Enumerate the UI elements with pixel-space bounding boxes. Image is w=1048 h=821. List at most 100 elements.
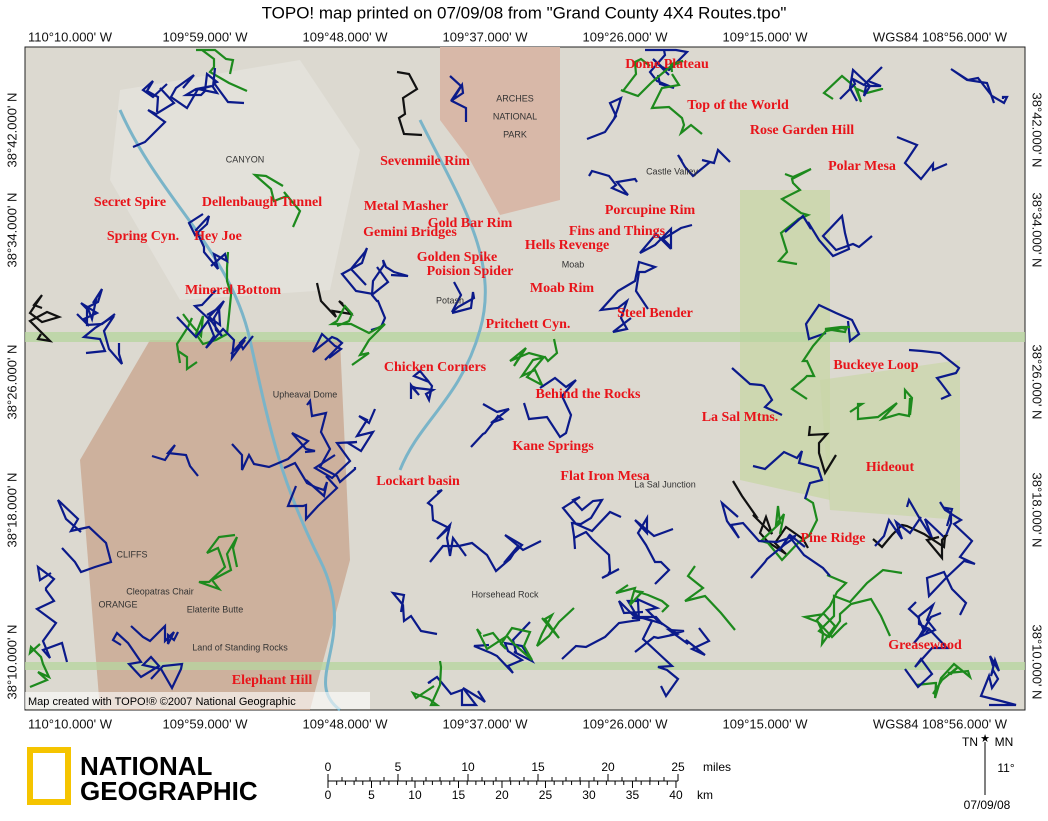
route-line <box>872 523 949 562</box>
route-line <box>409 369 437 404</box>
route-label: Dome Plateau <box>625 57 709 72</box>
route-line <box>286 475 339 522</box>
longitude-label: 110°10.000' W <box>28 716 113 731</box>
route-label: Gold Bar Rim <box>428 216 513 231</box>
route-label: Poision Spider <box>427 264 514 279</box>
route-line <box>684 565 736 631</box>
route-label: Mineral Bottom <box>185 283 281 298</box>
latitude-label: 38°26.000' N <box>4 345 19 420</box>
route-line <box>645 48 690 90</box>
longitude-label: 110°10.000' W <box>28 29 113 44</box>
route-label: Porcupine Rim <box>605 203 696 218</box>
route-label: Metal Masher <box>364 199 448 214</box>
place-label: Cleopatras Chair <box>126 586 194 596</box>
route-line <box>732 480 809 555</box>
scale-label: 20 <box>495 788 509 802</box>
route-line <box>804 303 861 344</box>
route-label: Lockart basin <box>376 474 460 489</box>
route-line <box>476 626 533 661</box>
route-line <box>76 288 116 327</box>
place-label: CLIFFS <box>116 549 147 559</box>
route-line <box>132 87 176 149</box>
route-line <box>396 70 423 137</box>
longitude-label: 109°59.000' W <box>162 716 248 731</box>
route-line <box>176 316 254 363</box>
scale-label: 25 <box>671 760 685 774</box>
route-line <box>28 294 63 343</box>
route-line <box>731 367 783 416</box>
place-label: PARK <box>503 129 527 139</box>
route-line <box>535 607 575 647</box>
latitude-label: 38°18.000' N <box>1030 473 1045 548</box>
longitude-label: 109°48.000' W <box>302 29 388 44</box>
route-line <box>950 68 1009 105</box>
route-line <box>907 601 942 644</box>
route-line <box>390 591 438 636</box>
scale-label: 35 <box>626 788 640 802</box>
river <box>118 109 341 712</box>
route-line <box>251 173 302 228</box>
route-line <box>28 643 52 689</box>
route-line <box>634 597 680 653</box>
route-line <box>598 260 658 334</box>
route-line <box>151 444 199 477</box>
place-label: Potash <box>436 295 464 305</box>
longitude-label: WGS84 108°56.000' W <box>873 716 1008 731</box>
route-line <box>719 499 798 579</box>
route-line <box>182 251 233 346</box>
latitude-label: 38°42.000' N <box>1030 93 1045 168</box>
route-line <box>187 213 229 270</box>
route-line <box>370 259 409 332</box>
route-line <box>196 48 248 93</box>
route-label: Pine Ridge <box>801 531 866 546</box>
scale-label: 10 <box>461 760 475 774</box>
route-line <box>34 564 69 663</box>
river <box>398 119 487 471</box>
longitude-label: 109°15.000' W <box>722 29 808 44</box>
route-line <box>790 325 850 400</box>
scale-label: 20 <box>601 760 615 774</box>
route-line <box>449 75 468 122</box>
route-line <box>677 147 731 178</box>
route-line <box>451 281 476 315</box>
route-line <box>905 497 954 540</box>
route-line <box>615 584 670 613</box>
place-label: Moab <box>562 259 585 269</box>
scale-label: 5 <box>368 788 375 802</box>
route-line <box>573 530 620 579</box>
route-line <box>130 623 179 645</box>
route-line <box>904 627 950 689</box>
route-label: Greasewood <box>888 638 962 653</box>
forest-area <box>820 360 960 520</box>
route-label: Hells Revenge <box>525 238 609 253</box>
route-line <box>231 432 316 471</box>
place-label: Land of Standing Rocks <box>192 642 288 652</box>
route-label: Rose Garden Hill <box>750 123 854 138</box>
route-label: Steel Bender <box>617 306 693 321</box>
route-line <box>410 660 443 707</box>
route-line <box>807 425 837 476</box>
route-label: Moab Rim <box>530 281 595 296</box>
route-line <box>473 621 536 674</box>
route-line <box>56 499 113 574</box>
route-line <box>822 74 884 103</box>
route-line <box>839 66 883 102</box>
place-label: NATIONAL <box>493 111 537 121</box>
scale-label: 25 <box>539 788 553 802</box>
true-north: TN <box>962 735 978 749</box>
route-line <box>758 497 819 562</box>
route-line <box>778 533 831 577</box>
route-line <box>283 461 329 499</box>
place-label: Horsehead Rock <box>471 589 539 599</box>
route-line <box>915 662 973 699</box>
latitude-label: 38°18.000' N <box>4 473 19 548</box>
park-area <box>440 47 560 215</box>
route-label: Behind the Rocks <box>535 387 641 402</box>
route-label: Pritchett Cyn. <box>486 317 571 332</box>
route-label: Chicken Corners <box>384 360 487 375</box>
place-label: ORANGE <box>98 599 137 609</box>
route-line <box>522 376 577 439</box>
route-label: Dellenbaugh Tunnel <box>202 195 322 210</box>
route-line <box>617 600 680 699</box>
